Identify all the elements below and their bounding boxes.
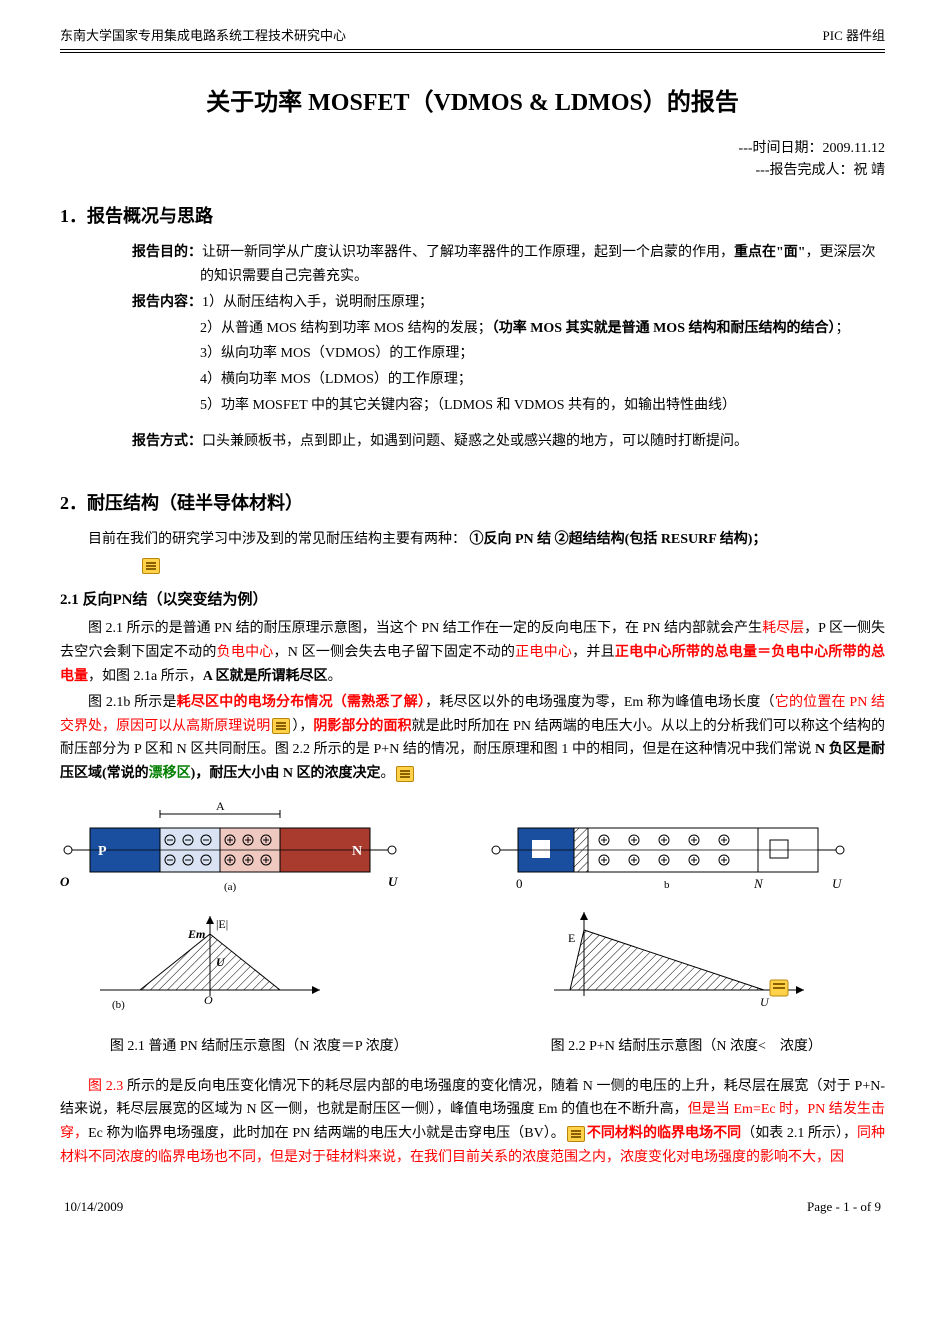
figure-2-1-caption: 图 2.1 普通 PN 结耐压示意图（N 浓度＝P 浓度） (60, 1035, 458, 1059)
t-bold-red: 不同材料的临界电场不同 (587, 1126, 741, 1141)
header-left: 东南大学国家专用集成电路系统工程技术研究中心 (60, 25, 346, 47)
purpose-label: 报告目的： (132, 245, 202, 260)
section-1-body: 报告目的：让研一新同学从广度认识功率器件、了解功率器件的工作原理，起到一个启蒙的… (60, 241, 885, 453)
cap-b: 浓度） (780, 1039, 822, 1054)
t: Page - (807, 1199, 843, 1214)
t: ，N 区一侧会失去电子留下固定不动的 (274, 645, 516, 660)
content-row-3: 3）纵向功率 MOS（VDMOS）的工作原理； (96, 342, 885, 366)
t: - of (850, 1199, 875, 1214)
svg-text:U: U (216, 955, 226, 969)
svg-text:N: N (352, 844, 362, 859)
t: 。 (328, 669, 342, 684)
method-label: 报告方式： (132, 434, 202, 449)
figures-row: A P N O U (a) |E| Em U O (b) 图 2.1 普通 PN 结耐压示意图（N … (60, 800, 885, 1059)
para-2-1-b: 图 2.1b 所示是耗尽区中的电场分布情况（需熟悉了解），耗尽区以外的电场强度为… (60, 691, 885, 786)
meta-date: ---时间日期：2009.11.12 (60, 138, 885, 160)
comment-icon[interactable] (142, 558, 160, 574)
content-row-2: 2）从普通 MOS 结构到功率 MOS 结构的发展；（功率 MOS 其实就是普通… (96, 317, 885, 341)
svg-text:(b): (b) (112, 999, 125, 1011)
header-right: PIC 器件组 (823, 25, 885, 47)
t: 。 (380, 766, 394, 781)
content-2c: ； (835, 321, 849, 336)
svg-text:0: 0 (516, 876, 523, 891)
svg-text:U: U (388, 874, 398, 889)
t-bold-green: 漂移区 (149, 766, 191, 781)
svg-text:Em: Em (187, 927, 205, 941)
header-rule (60, 49, 885, 53)
t: 图 2.1b 所示是 (88, 695, 177, 710)
para-2-1-a: 图 2.1 所示的是普通 PN 结的耐压原理示意图，当这个 PN 结工作在一定的… (60, 617, 885, 688)
cap-a: 图 2.2 P+N 结耐压示意图（N 浓度< (551, 1039, 770, 1054)
content-1: 1）从耐压结构入手，说明耐压原理； (202, 295, 433, 310)
comment-icon[interactable] (272, 718, 290, 734)
para-2-3: 图 2.3 所示的是反向电压变化情况下的耗尽层内部的电场强度的变化情况，随着 N… (60, 1075, 885, 1170)
svg-text:|E|: |E| (216, 917, 228, 931)
content-2a: 2）从普通 MOS 结构到功率 MOS 结构的发展； (200, 321, 492, 336)
subsection-2-1-heading: 2.1 反向PN结（以突变结为例） (60, 588, 885, 614)
method-text: 口头兼顾板书，点到即止，如遇到问题、疑惑之处或感兴趣的地方，可以随时打断提问。 (202, 434, 748, 449)
svg-text:U: U (760, 995, 770, 1009)
t: ，如图 2.1a 所示， (88, 669, 203, 684)
comment-anchor-1 (60, 554, 885, 578)
footer-date: 10/14/2009 (64, 1196, 123, 1218)
t: ）， (292, 719, 313, 734)
t: ，并且 (572, 645, 615, 660)
footer-page: Page - 1 - of 9 (807, 1196, 881, 1218)
svg-text:b: b (664, 879, 670, 891)
content-row-1: 报告内容：1）从耐压结构入手，说明耐压原理； (96, 291, 885, 315)
t: 图 2.1 所示的是普通 PN 结的耐压原理示意图，当这个 PN 结工作在一定的… (88, 621, 762, 636)
figure-2-2-caption: 图 2.2 P+N 结耐压示意图（N 浓度< 浓度） (488, 1035, 886, 1059)
figure-2-2: 0 N Ub E U 图 2.2 P+N 结耐压示意图（N 浓度< 浓度） (488, 800, 886, 1059)
comment-icon[interactable] (567, 1126, 585, 1142)
content-row-5: 5）功率 MOSFET 中的其它关键内容；（LDMOS 和 VDMOS 共有的，… (96, 394, 885, 418)
svg-text:U: U (832, 876, 843, 891)
t-red: 正电中心 (515, 645, 572, 660)
page-total: 9 (875, 1199, 882, 1214)
t-bold: A 区就是所谓耗尽区 (203, 669, 328, 684)
t: Ec 称为临界电场强度，此时加在 PN 结两端的电压大小就是击穿电压（BV）。 (88, 1126, 565, 1141)
t-bold-red: 阴影部分的面积 (313, 719, 411, 734)
figure-2-1: A P N O U (a) |E| Em U O (b) 图 2.1 普通 PN 结耐压示意图（N … (60, 800, 458, 1059)
content-2b: （功率 MOS 其实就是普通 MOS 结构和耐压结构的结合） (492, 321, 836, 336)
section-1-heading: 1．报告概况与思路 (60, 201, 885, 232)
t-red: 负电中心 (217, 645, 274, 660)
svg-text:(a): (a) (224, 881, 237, 893)
svg-text:E: E (568, 931, 575, 945)
section-2-heading: 2．耐压结构（硅半导体材料） (60, 488, 885, 519)
t: （如表 2.1 所示）， (741, 1126, 857, 1141)
meta-author: ---报告完成人：祝 靖 (60, 160, 885, 182)
figure-2-2-svg: 0 N Ub E U (488, 800, 868, 1020)
t: ，耗尽区以外的电场强度为零，Em 称为峰值电场长度（ (425, 695, 775, 710)
purpose-text-a: 让研一新同学从广度认识功率器件、了解功率器件的工作原理，起到一个启蒙的作用， (202, 245, 734, 260)
figure-2-1-svg: A P N O U (a) |E| Em U O (b) (60, 800, 440, 1020)
intro-a: 目前在我们的研究学习中涉及到的常见耐压结构主要有两种： (88, 532, 466, 547)
purpose-text-b: 重点在"面" (734, 245, 806, 260)
content-row-4: 4）横向功率 MOS（LDMOS）的工作原理； (96, 368, 885, 392)
t-bold: )，耐压大小由 N 区的浓度决定 (191, 766, 381, 781)
t-red: 图 2.3 (88, 1079, 127, 1094)
svg-text:N: N (753, 876, 764, 891)
comment-icon[interactable] (396, 766, 414, 782)
purpose-row: 报告目的：让研一新同学从广度认识功率器件、了解功率器件的工作原理，起到一个启蒙的… (96, 241, 885, 289)
intro-b: ①反向 PN 结 ②超结结构(包括 RESURF 结构)； (470, 532, 767, 547)
section-2-intro: 目前在我们的研究学习中涉及到的常见耐压结构主要有两种： ①反向 PN 结 ②超结… (60, 528, 885, 552)
document-title: 关于功率 MOSFET（VDMOS & LDMOS）的报告 (60, 83, 885, 124)
svg-text:A: A (216, 800, 225, 813)
svg-text:P: P (98, 844, 107, 859)
t-bold-red: 耗尽区中的电场分布情况（需熟悉了解） (177, 695, 425, 710)
page-footer: 10/14/2009 Page - 1 - of 9 (60, 1196, 885, 1218)
svg-text:O: O (60, 874, 70, 889)
svg-text:O: O (204, 993, 213, 1007)
page-header: 东南大学国家专用集成电路系统工程技术研究中心 PIC 器件组 (60, 25, 885, 49)
method-row: 报告方式：口头兼顾板书，点到即止，如遇到问题、疑惑之处或感兴趣的地方，可以随时打… (96, 430, 885, 454)
document-meta: ---时间日期：2009.11.12 ---报告完成人：祝 靖 (60, 138, 885, 183)
content-label: 报告内容： (132, 295, 202, 310)
t-red: 耗尽层 (762, 621, 804, 636)
